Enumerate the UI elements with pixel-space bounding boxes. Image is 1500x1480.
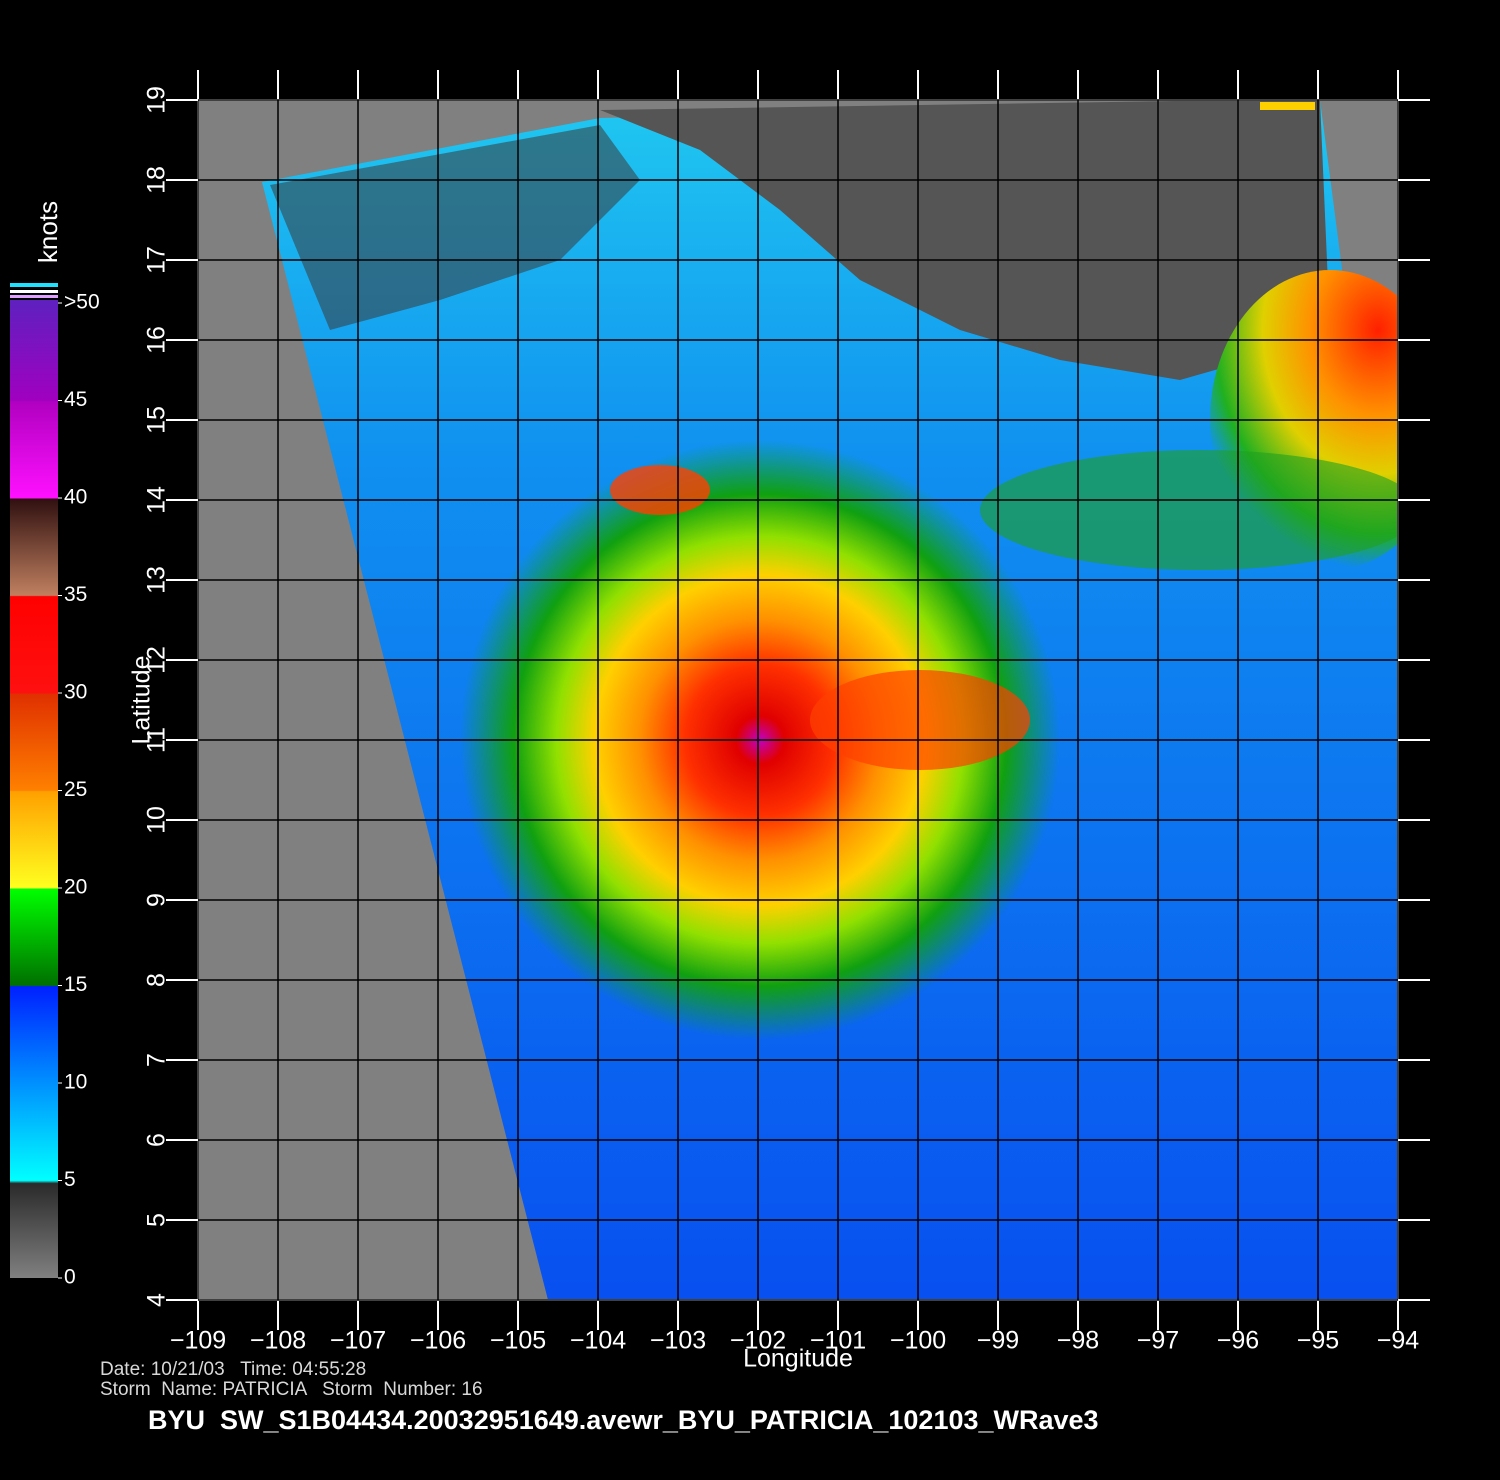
colorbar-tick-label: 35 [64, 583, 87, 606]
colorbar-tick-label: 20 [64, 876, 87, 899]
colorbar-tick-label: 0 [64, 1266, 76, 1289]
y-tick-label: 7 [143, 1053, 171, 1067]
y-tick-label: 4 [143, 1293, 171, 1307]
colorbar-tick-label: 10 [64, 1071, 87, 1094]
y-tick-label: 14 [143, 486, 171, 514]
x-tick-label: −105 [490, 1327, 546, 1355]
storm-band [810, 670, 1030, 770]
wind-band [980, 450, 1398, 570]
land [600, 100, 1330, 380]
x-tick-label: −104 [570, 1327, 626, 1355]
y-tick-label: 13 [143, 566, 171, 594]
colorbar-tick-label: 25 [64, 778, 87, 801]
x-tick-label: −106 [410, 1327, 466, 1355]
x-tick-label: −108 [250, 1327, 306, 1355]
colorbar-tick-label: 45 [64, 388, 87, 411]
y-tick-label: 18 [143, 166, 171, 194]
colorbar-tick-label: >50 [64, 291, 100, 314]
map-image [198, 100, 1398, 1300]
colorbar-tick-label: 15 [64, 973, 87, 996]
x-tick-label: −95 [1297, 1327, 1339, 1355]
y-tick-label: 8 [143, 973, 171, 987]
y-tick-label: 9 [143, 893, 171, 907]
colorbar-tick-label: 30 [64, 681, 87, 704]
x-tick-label: −99 [977, 1327, 1019, 1355]
y-tick-label: 15 [143, 406, 171, 434]
colorbar-cap [10, 290, 58, 293]
y-tick-label: 16 [143, 326, 171, 354]
colorbar-tick-label: 5 [64, 1168, 76, 1191]
y-tick-label: 11 [143, 727, 171, 753]
x-tick-label: −98 [1057, 1327, 1099, 1355]
x-axis-label: Longitude [743, 1345, 853, 1373]
x-tick-label: −102 [730, 1327, 786, 1355]
x-tick-label: −107 [330, 1327, 386, 1355]
title: BYU SW_S1B04434.20032951649.avewr_BYU_PA… [148, 1405, 1099, 1435]
x-tick-label: −96 [1217, 1327, 1259, 1355]
x-tick-label: −109 [170, 1327, 226, 1355]
y-tick-label: 19 [143, 86, 171, 114]
x-tick-label: −101 [810, 1327, 866, 1355]
y-tick-label: 17 [143, 246, 171, 274]
y-tick-label: 5 [143, 1213, 171, 1227]
storm-band [610, 465, 710, 515]
date-line: Date: 10/21/03 Time: 04:55:28 [100, 1359, 366, 1380]
low-wind [270, 125, 640, 330]
x-tick-label: −94 [1377, 1327, 1420, 1355]
colorbar-label: knots [33, 201, 63, 263]
y-axis-label: Latitude [128, 656, 156, 745]
y-tick-label: 6 [143, 1133, 171, 1147]
colorbar-tick-label: 40 [64, 486, 87, 509]
y-tick-label: 10 [143, 806, 171, 834]
colorbar-cap [10, 295, 58, 298]
x-tick-label: −97 [1137, 1327, 1179, 1355]
colorbar-cap [10, 283, 58, 287]
colorbar [10, 300, 58, 1278]
y-tick-label: 12 [143, 646, 171, 674]
edge-strip [1260, 102, 1315, 110]
storm-line: Storm Name: PATRICIA Storm Number: 16 [100, 1379, 483, 1400]
x-tick-label: −103 [650, 1327, 706, 1355]
x-tick-label: −100 [890, 1327, 946, 1355]
no-data-east [1320, 100, 1398, 340]
